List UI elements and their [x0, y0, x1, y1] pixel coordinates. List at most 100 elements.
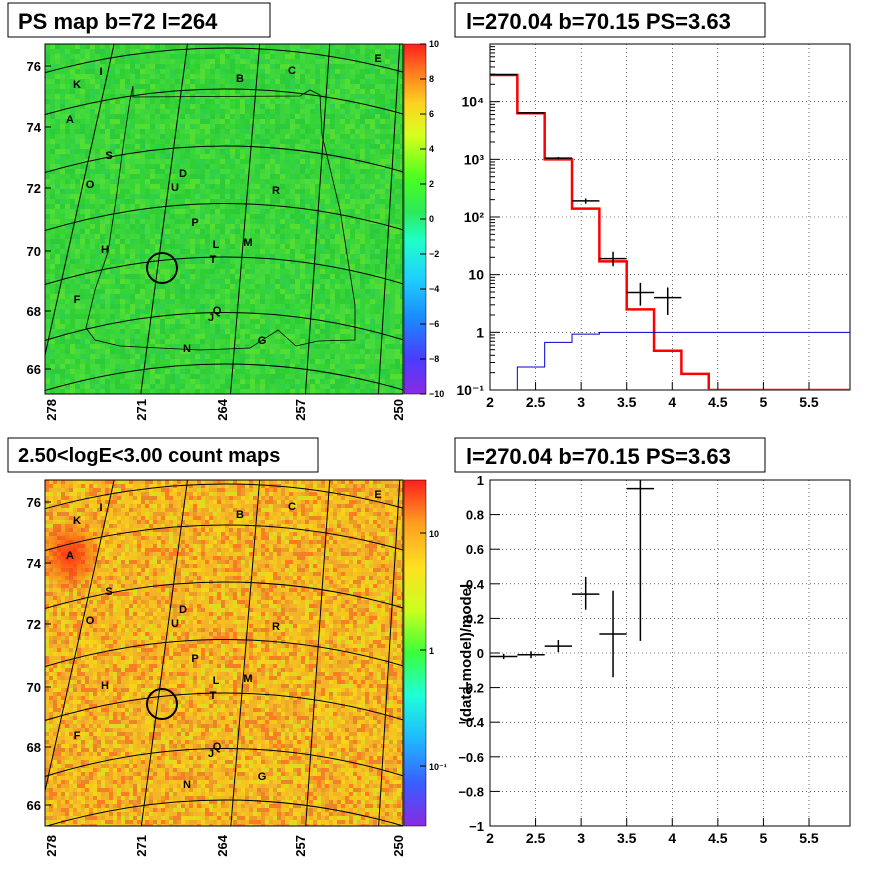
x-tick-label: 3: [577, 830, 585, 846]
x-tick-label: 4: [668, 394, 676, 410]
source-label: O: [86, 615, 95, 627]
x-tick-label: 3: [577, 394, 585, 410]
latitude-line: [45, 524, 403, 552]
count-color-scale: [403, 479, 427, 827]
map-x-tick-label: 278: [44, 399, 59, 421]
x-tick-label: 4: [668, 830, 676, 846]
source-label: I: [99, 502, 102, 514]
source-label: U: [171, 182, 179, 194]
longitude-line: [45, 480, 115, 794]
latitude-line: [45, 581, 403, 610]
x-tick-label: 5.5: [799, 394, 819, 410]
data-point: [599, 251, 627, 267]
y-tick-label: −0.8: [458, 784, 484, 799]
source-label: C: [288, 65, 296, 77]
source-label: Q: [213, 741, 222, 753]
background-histogram: [516, 331, 850, 390]
ps-map-title: PS map b=72 l=264: [18, 9, 218, 34]
residual-point: [517, 651, 545, 659]
source-label: N: [183, 779, 191, 791]
source-label: E: [374, 53, 381, 65]
residual-point: [626, 480, 655, 641]
y-tick-label: 0.6: [466, 542, 484, 557]
x-tick-label: 5.5: [799, 830, 819, 846]
latitude-line: [45, 799, 403, 826]
residual-point: [572, 576, 600, 610]
source-label: C: [288, 501, 296, 513]
source-label: K: [73, 79, 81, 91]
residual-title-box: [454, 437, 766, 473]
color-scale-tick: −2: [429, 249, 439, 259]
y-tick-label: 10³: [464, 151, 485, 167]
map-x-tick-label: 271: [134, 399, 149, 421]
count-map-area: [45, 480, 403, 826]
longitude-line: [140, 44, 188, 394]
color-scale-tick: 0: [429, 214, 434, 224]
color-scale-tick: 4: [429, 144, 434, 154]
source-label: U: [171, 618, 179, 630]
source-label: B: [236, 509, 244, 521]
x-tick-label: 2.5: [526, 394, 546, 410]
source-label: E: [374, 489, 381, 501]
latitude-line: [45, 88, 403, 116]
source-label: J: [208, 312, 214, 324]
map-x-tick-label: 250: [391, 399, 406, 421]
source-label: J: [208, 748, 214, 760]
map-y-tick-label: 74: [27, 556, 42, 571]
map-y-tick-label: 66: [27, 798, 41, 813]
source-label: T: [210, 690, 217, 702]
longitude-line: [305, 480, 331, 826]
source-label: I: [99, 66, 102, 78]
source-label: A: [66, 114, 74, 126]
source-label: G: [258, 335, 267, 347]
longitude-line: [229, 44, 261, 394]
source-label: O: [86, 179, 95, 191]
y-tick-label: 0.4: [466, 577, 485, 592]
longitude-line: [140, 480, 188, 826]
x-tick-label: 3.5: [617, 830, 637, 846]
color-scale-tick: −4: [429, 284, 439, 294]
latitude-line: [45, 312, 403, 342]
count-map-panel: 2.50<logE<3.00 count maps I B C E K A S D O U R P L M…: [7, 437, 447, 857]
source-label: S: [105, 150, 112, 162]
color-scale-tick: 10⁻¹: [429, 762, 447, 772]
residual-ylabel: (data-model)/model: [458, 584, 475, 722]
map-y-tick-label: 70: [27, 244, 41, 259]
x-tick-label: 2.5: [526, 830, 546, 846]
model-histogram: [490, 73, 850, 390]
ps-map-title-box: [7, 2, 271, 38]
color-scale-tick: 6: [429, 109, 434, 119]
map-y-tick-label: 76: [27, 59, 41, 74]
data-point: [626, 282, 655, 306]
color-scale-tick: 2: [429, 179, 434, 189]
latitude-line: [45, 145, 403, 174]
latitude-line: [45, 483, 403, 510]
source-label: S: [105, 586, 112, 598]
residual-panel: l=270.04 b=70.15 PS=3.63 2 2.5 3 3.5 4 4.5 5 5.…: [454, 437, 851, 846]
color-scale-tick: 10: [429, 529, 439, 539]
source-label: R: [272, 185, 280, 197]
source-label: P: [191, 217, 198, 229]
color-scale-tick: −8: [429, 354, 439, 364]
source-label: P: [191, 653, 198, 665]
source-label: L: [213, 675, 220, 687]
longitude-line: [377, 44, 401, 394]
residual-point: [490, 653, 518, 660]
longitude-line: [45, 44, 115, 358]
residual-point: [544, 640, 573, 653]
latitude-line: [45, 748, 403, 778]
latitude-line: [45, 203, 403, 232]
map-y-tick-label: 74: [27, 120, 42, 135]
source-label: M: [243, 237, 252, 249]
y-tick-label: −0.4: [458, 715, 484, 730]
source-label: A: [66, 550, 74, 562]
y-tick-label: 0.2: [466, 611, 484, 626]
color-scale-tick: 1: [429, 646, 434, 656]
map-y-tick-label: 68: [27, 304, 41, 319]
source-label: D: [179, 604, 187, 616]
source-label: H: [101, 244, 109, 256]
spectrum-title-box: [454, 2, 766, 38]
y-tick-label: 0.8: [466, 508, 484, 523]
latitude-line: [45, 256, 403, 286]
